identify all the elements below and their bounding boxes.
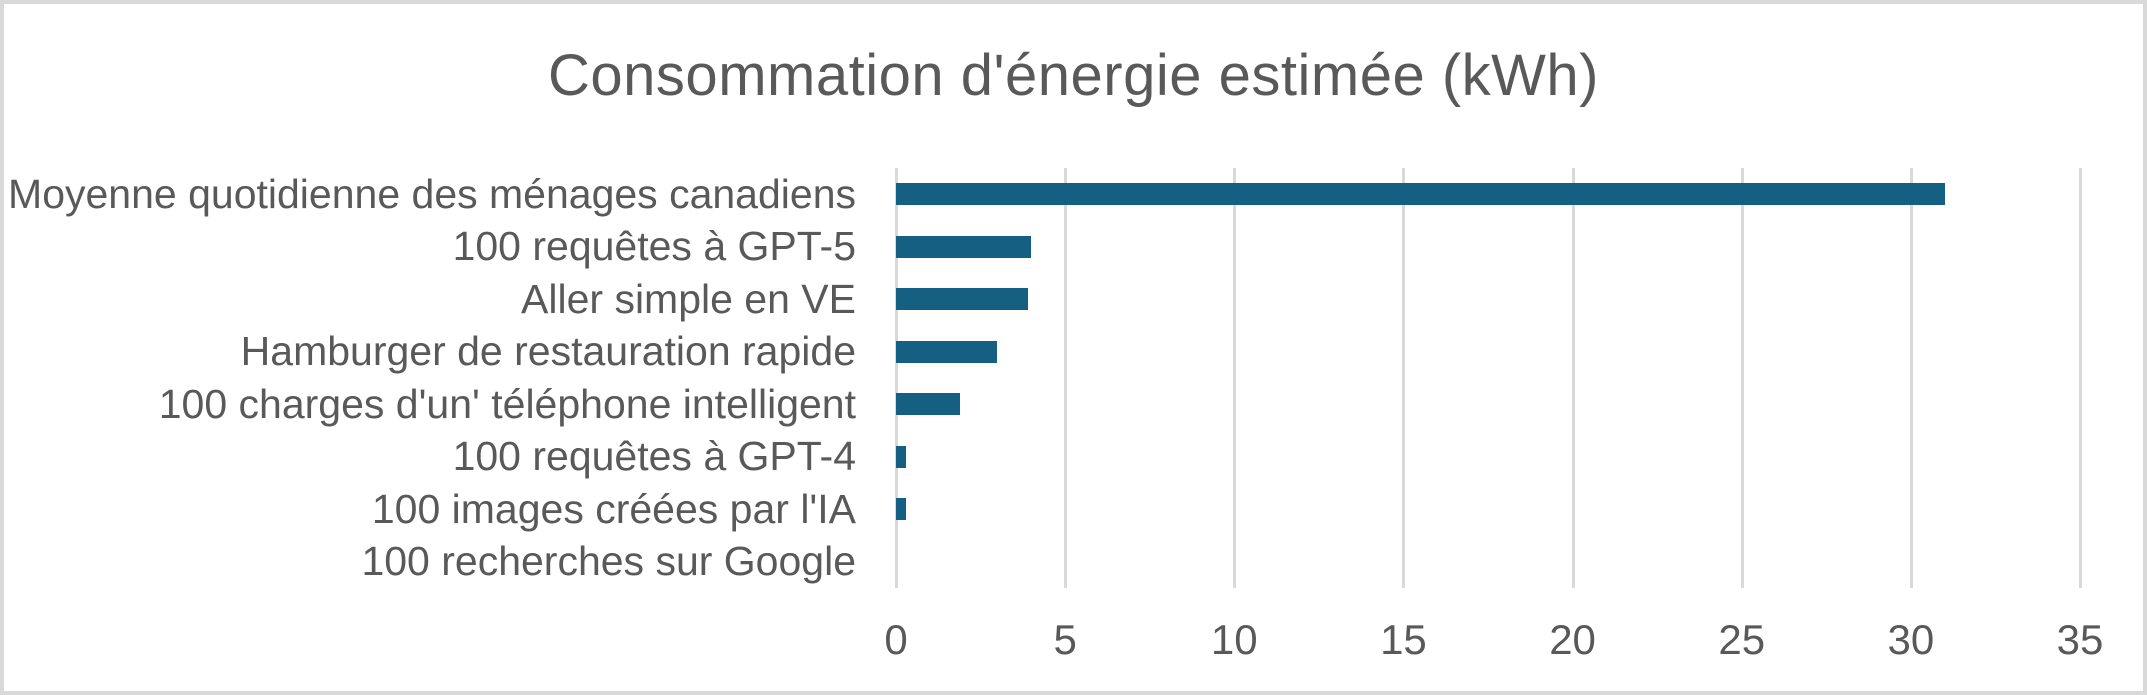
x-axis: 0 5 10 15 20 25 30 35 [4, 616, 2143, 676]
category-label: Aller simple en VE [521, 275, 856, 322]
chart-title: Consommation d'énergie estimée (kWh) [548, 43, 1599, 108]
bar [896, 445, 907, 468]
x-tick-label: 0 [884, 616, 908, 663]
bar [896, 288, 1028, 311]
category-label: 100 charges d'un' téléphone intelligent [158, 380, 856, 427]
category-label: 100 images créées par l'IA [371, 485, 856, 532]
category-label: Hamburger de restauration rapide [240, 328, 856, 375]
gridline [1402, 168, 1406, 588]
x-tick-label: 25 [1718, 616, 1766, 663]
gridline [1740, 168, 1744, 588]
x-tick-label: 5 [1053, 616, 1077, 663]
bar-series [896, 168, 2080, 588]
x-tick-label: 10 [1210, 616, 1258, 663]
bar [896, 183, 1945, 206]
gridline [1909, 168, 1913, 588]
category-label: Moyenne quotidienne des ménages canadien… [8, 170, 856, 217]
bar [896, 235, 1032, 258]
category-label: 100 requêtes à GPT-5 [452, 223, 856, 270]
gridline [2079, 168, 2082, 588]
gridline [1064, 168, 1068, 588]
category-axis: Moyenne quotidienne des ménages canadien… [4, 168, 870, 588]
bar [896, 498, 907, 521]
bar [896, 393, 961, 416]
x-tick-label: 20 [1549, 616, 1596, 663]
x-tick-label: 15 [1380, 616, 1427, 663]
category-label: 100 requêtes à GPT-4 [452, 433, 856, 480]
plot-area [895, 168, 2082, 588]
gridline [1233, 168, 1237, 588]
gridline [895, 168, 898, 588]
gridline [1571, 168, 1575, 588]
x-tick-label: 35 [2056, 616, 2104, 663]
category-label: 100 recherches sur Google [361, 538, 856, 585]
bar [896, 340, 998, 363]
x-tick-label: 30 [1887, 616, 1935, 663]
